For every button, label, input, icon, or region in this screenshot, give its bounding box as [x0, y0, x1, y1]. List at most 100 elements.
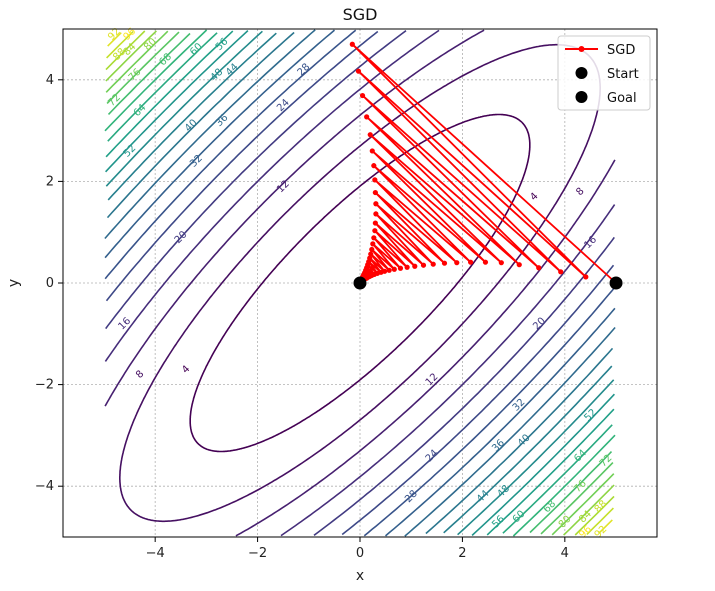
sgd-point — [430, 261, 436, 267]
y-tick-label: −4 — [35, 479, 54, 494]
sgd-point — [454, 260, 460, 266]
sgd-path — [349, 41, 619, 286]
sgd-point — [355, 68, 362, 74]
contour-label: 60 — [188, 41, 205, 58]
sgd-point — [404, 264, 410, 270]
contour-line — [105, 30, 379, 302]
y-tick-label: 4 — [46, 73, 54, 88]
contour-line — [280, 204, 616, 537]
contour-line — [105, 30, 157, 82]
contour-line — [313, 236, 615, 536]
legend-label-start: Start — [607, 67, 639, 82]
x-axis-label: x — [356, 568, 364, 584]
sgd-point — [397, 265, 404, 271]
y-tick-label: 2 — [46, 174, 54, 189]
sgd-point — [368, 251, 374, 257]
chart-title: SGD — [343, 5, 378, 24]
sgd-point — [372, 228, 378, 234]
contour-line — [104, 29, 485, 407]
x-tick-label: 4 — [561, 546, 569, 561]
legend: SGD Start Goal — [557, 35, 651, 111]
contour-line — [104, 29, 208, 132]
sgd-point — [420, 262, 427, 268]
contour-line — [574, 495, 615, 536]
contour-line — [457, 379, 615, 536]
x-tick-label: 0 — [356, 546, 364, 561]
x-tick-label: −2 — [248, 546, 267, 561]
contour-line — [235, 159, 616, 537]
contour-label: 80 — [142, 36, 159, 53]
contour-label: 68 — [541, 499, 558, 516]
contour-line — [105, 30, 146, 71]
contour-label: 12 — [424, 371, 441, 388]
sgd-point — [371, 235, 377, 241]
x-tick-label: −4 — [146, 546, 165, 561]
contour-line — [106, 31, 295, 219]
sgd-point — [371, 163, 377, 169]
contour-line — [443, 365, 613, 534]
contour-label: 8 — [134, 369, 146, 381]
contour-line — [105, 30, 263, 187]
sgd-point — [536, 265, 542, 271]
start-marker — [353, 276, 367, 290]
sgd-point — [372, 177, 378, 183]
sgd-point — [372, 189, 378, 196]
sgd-point — [386, 267, 392, 273]
contour-label: 16 — [116, 316, 133, 333]
contour-line — [119, 43, 602, 523]
sgd-point — [583, 274, 589, 280]
sgd-point — [370, 241, 376, 247]
contour-line — [107, 32, 277, 201]
x-tick-label: 2 — [458, 546, 466, 561]
contour-line — [486, 408, 615, 536]
contour-label: 56 — [214, 36, 231, 53]
contour-line — [551, 473, 615, 536]
legend-sgd-marker — [578, 46, 585, 52]
contour-label: 68 — [157, 51, 174, 68]
sgd-point — [367, 132, 373, 138]
contour-line — [105, 30, 234, 158]
contour-label: 96 — [577, 524, 594, 541]
contour-label: 28 — [296, 62, 313, 79]
contour-line — [586, 507, 614, 535]
sgd-point — [391, 266, 397, 272]
contour-line — [502, 424, 613, 534]
contour-line — [563, 484, 615, 536]
contour-label: 12 — [275, 178, 292, 195]
contour-label: 24 — [424, 448, 441, 465]
contour-label: 4 — [528, 191, 540, 203]
y-tick-label: 0 — [46, 276, 54, 291]
contour-label: 72 — [106, 92, 123, 109]
contour-line — [107, 32, 218, 142]
sgd-point — [482, 259, 489, 265]
contour-line — [104, 29, 316, 240]
legend-label-sgd: SGD — [607, 43, 635, 58]
contour-label: 84 — [577, 509, 594, 526]
contour-line — [384, 307, 616, 537]
contour-label: 24 — [275, 97, 292, 114]
contour-line — [363, 286, 616, 537]
contour-label: 20 — [531, 316, 548, 333]
sgd-point — [516, 262, 522, 268]
contour-line — [104, 29, 440, 362]
contour-line — [105, 30, 169, 93]
sgd-point — [372, 220, 378, 226]
contour-line — [341, 264, 615, 536]
contour-line — [404, 326, 616, 537]
sgd-point — [441, 260, 448, 266]
contour-label: 32 — [188, 153, 205, 170]
contour-label: 16 — [582, 234, 599, 251]
contour-line — [529, 451, 613, 534]
contour-line — [512, 434, 616, 537]
sgd-point — [373, 201, 379, 207]
contour-line — [598, 519, 613, 534]
sgd-point — [364, 114, 370, 120]
contour-line — [104, 29, 336, 259]
contour-label: 48 — [209, 67, 226, 84]
contour-label: 76 — [572, 478, 589, 495]
contour-line — [425, 347, 614, 535]
legend-goal-marker — [575, 91, 588, 103]
contour-label: 72 — [598, 453, 615, 470]
